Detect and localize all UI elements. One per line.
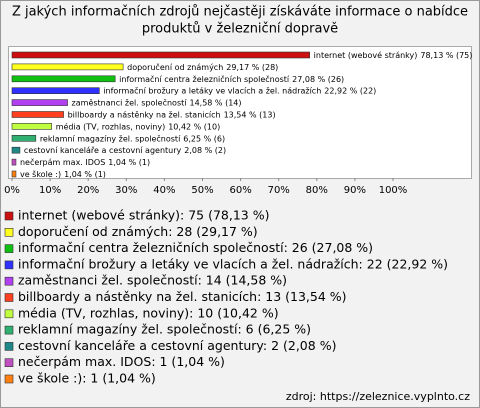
category-label: média (TV, rozhlas, noviny) xyxy=(56,121,166,131)
value-label: 1,04 % (1) xyxy=(108,158,150,167)
value-label: 29,17 % (28) xyxy=(226,62,278,71)
legend-label: zaměstnanci žel. společností: 14 (14,58 … xyxy=(18,273,287,288)
value-label: 6,25 % (6) xyxy=(183,134,225,143)
x-tick-label: 70% xyxy=(268,185,290,196)
bar xyxy=(11,75,116,83)
legend-label: nečerpám max. IDOS: 1 (1,04 %) xyxy=(18,354,225,369)
legend-swatch xyxy=(4,211,14,221)
legend-label: internet (webové stránky): 75 (78,13 %) xyxy=(18,208,269,223)
x-tick-label: 20% xyxy=(77,185,99,196)
legend-swatch xyxy=(4,244,14,253)
legend-label: cestovní kanceláře a cestovní agentury: … xyxy=(18,338,336,353)
category-label: reklamní magazíny žel. společností xyxy=(40,133,181,143)
legend-label: média (TV, rozhlas, noviny): 10 (10,42 %… xyxy=(18,305,279,320)
value-label: 14,58 % (14) xyxy=(189,98,241,107)
bar xyxy=(11,51,310,59)
legend-swatch xyxy=(4,374,14,384)
legend-label: informační brožury a letáky ve vlacích a… xyxy=(18,256,448,271)
x-tick-label: 30% xyxy=(115,185,137,196)
bar-label: informační centra železničních společnos… xyxy=(119,73,344,83)
x-tick-label: 0% xyxy=(4,185,20,196)
bar-label: doporučení od známých 29,17 % (28) xyxy=(127,61,278,71)
bar xyxy=(11,170,17,178)
chart-title: produktů v železniční dopravě xyxy=(142,22,338,37)
bar-label: ve škole :) 1,04 % (1) xyxy=(20,169,106,179)
bar xyxy=(11,111,64,118)
legend-label: doporučení od známých: 28 (29,17 %) xyxy=(18,224,258,239)
value-label: 22,92 % (22) xyxy=(324,86,376,95)
bar-label: internet (webové stránky) 78,13 % (75) xyxy=(314,50,473,60)
category-label: billboardy a nástěnky na žel. stanicích xyxy=(68,110,221,119)
value-label: 13,54 % (13) xyxy=(224,110,276,119)
legend-label: billboardy a nástěnky na žel. stanicích:… xyxy=(18,289,347,304)
x-tick-label: 80% xyxy=(306,185,328,196)
bar-label: nečerpám max. IDOS 1,04 % (1) xyxy=(20,157,150,167)
value-label: 27,08 % (26) xyxy=(292,74,344,83)
legend-swatch xyxy=(4,325,14,335)
bar xyxy=(11,63,124,71)
x-tick-label: 90% xyxy=(344,185,366,196)
bar xyxy=(11,158,17,166)
bar xyxy=(11,146,21,154)
legend-swatch xyxy=(4,358,14,368)
legend-label: ve škole :): 1 (1,04 %) xyxy=(18,371,156,386)
bar xyxy=(11,135,37,142)
bar-label: zaměstnanci žel. společností 14,58 % (14) xyxy=(72,97,242,107)
legend-swatch xyxy=(4,260,14,270)
x-tick-label: 10% xyxy=(39,185,61,196)
legend-label: informační centra železničních společnos… xyxy=(18,240,373,255)
bar-label: informační brožury a letáky ve vlacích a… xyxy=(103,85,376,95)
bar-label: média (TV, rozhlas, noviny) 10,42 % (10) xyxy=(56,121,221,131)
value-label: 78,13 % (75) xyxy=(420,51,472,60)
category-label: cestovní kanceláře a cestovní agentury xyxy=(24,146,182,155)
value-label: 1,04 % (1) xyxy=(64,170,106,179)
chart-title: Z jakých informačních zdrojů nejčastěji … xyxy=(12,5,468,20)
x-tick-label: 60% xyxy=(229,185,251,196)
legend-swatch xyxy=(4,276,14,286)
bar xyxy=(11,123,53,130)
bar-label: cestovní kanceláře a cestovní agentury 2,… xyxy=(24,146,226,155)
category-label: doporučení od známých xyxy=(127,61,223,71)
category-label: informační centra železničních společnos… xyxy=(119,73,290,83)
legend-swatch xyxy=(4,309,14,319)
x-tick-label: 50% xyxy=(191,185,213,196)
legend-swatch xyxy=(4,293,14,302)
legend-label: reklamní magazíny žel. společností: 6 (6… xyxy=(18,322,311,337)
bar xyxy=(11,99,68,106)
value-label: 2,08 % (2) xyxy=(184,146,226,155)
value-label: 10,42 % (10) xyxy=(168,122,220,131)
x-tick-label: 40% xyxy=(153,185,175,196)
source: zdroj: https://zeleznice.vyplnto.cz xyxy=(286,390,470,403)
category-label: ve škole :) xyxy=(20,169,61,179)
category-label: nečerpám max. IDOS xyxy=(20,157,105,167)
legend-swatch xyxy=(4,342,14,351)
bar xyxy=(11,87,100,94)
bar-label: billboardy a nástěnky na žel. stanicích 1… xyxy=(68,110,276,119)
bar-label: reklamní magazíny žel. společností 6,25 %… xyxy=(40,133,225,143)
category-label: zaměstnanci žel. společností xyxy=(72,97,188,107)
legend-swatch xyxy=(4,228,14,237)
category-label: internet (webové stránky) xyxy=(314,50,418,60)
category-label: informační brožury a letáky ve vlacích a… xyxy=(103,85,321,95)
x-tick-label: 100% xyxy=(379,185,408,196)
